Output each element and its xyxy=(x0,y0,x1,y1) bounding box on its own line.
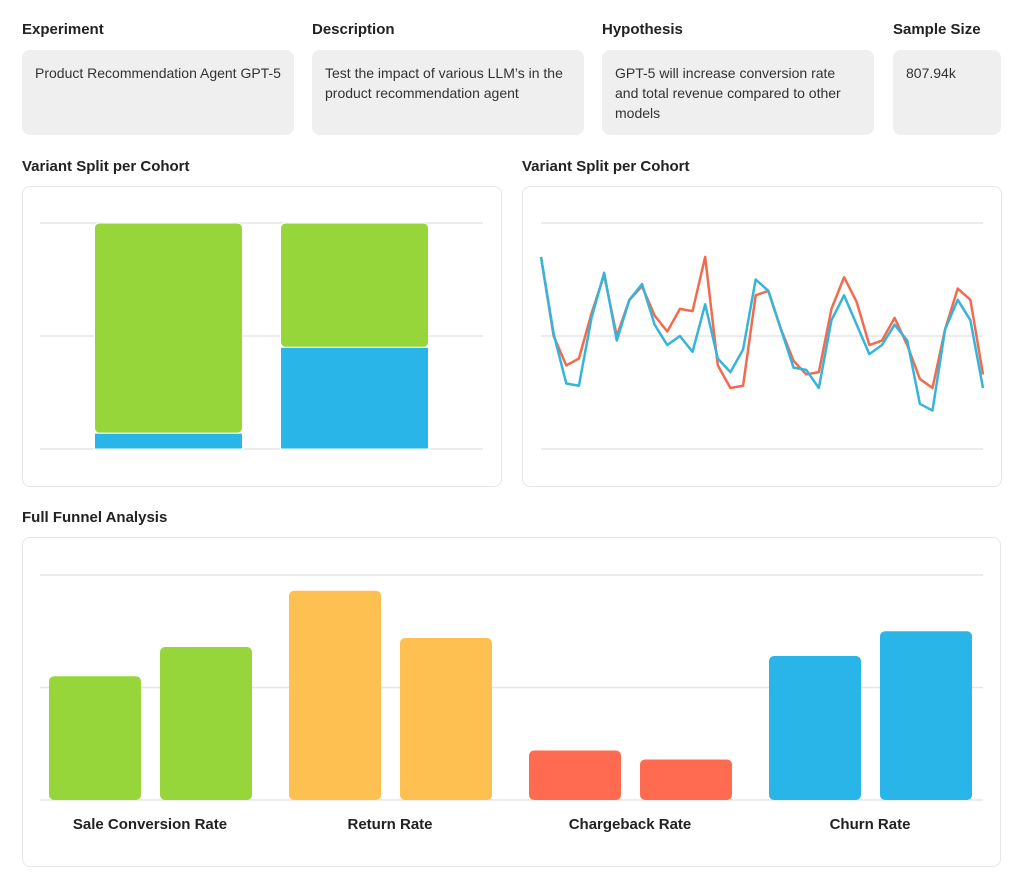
card-label: Sample Size xyxy=(893,21,981,38)
bar xyxy=(640,759,732,800)
chart-panel xyxy=(522,186,1002,487)
x-tick-label: Churn Rate xyxy=(830,816,911,833)
card-label: Description xyxy=(312,21,395,38)
bar xyxy=(289,590,381,800)
card-label: Experiment xyxy=(22,21,104,38)
bar xyxy=(529,750,621,800)
x-tick-label: Sale Conversion Rate xyxy=(73,816,227,833)
bar xyxy=(880,631,972,800)
card-label: Hypothesis xyxy=(602,21,683,38)
x-tick-label: Return Rate xyxy=(347,816,432,833)
card-text: Product Recommendation Agent GPT-5 xyxy=(22,50,294,135)
x-tick-label: Chargeback Rate xyxy=(569,816,692,833)
bar xyxy=(49,676,141,800)
line-series xyxy=(539,256,985,412)
card-text: GPT-5 will increase conversion rate and … xyxy=(602,50,874,135)
card-text: Test the impact of various LLM’s in the … xyxy=(312,50,584,135)
chart-title: Variant Split per Cohort xyxy=(22,158,190,175)
chart-panel xyxy=(22,537,1001,867)
bar-segment xyxy=(93,432,243,450)
bar-segment xyxy=(280,346,430,450)
bar xyxy=(160,647,252,800)
bar-segment xyxy=(93,222,243,434)
chart-title: Variant Split per Cohort xyxy=(522,158,690,175)
bar xyxy=(400,638,492,800)
line-series xyxy=(539,255,985,390)
chart-title: Full Funnel Analysis xyxy=(22,509,167,526)
card-text: 807.94k xyxy=(893,50,1001,135)
bar-segment xyxy=(280,222,430,348)
chart-panel xyxy=(22,186,502,487)
bar xyxy=(769,656,861,800)
